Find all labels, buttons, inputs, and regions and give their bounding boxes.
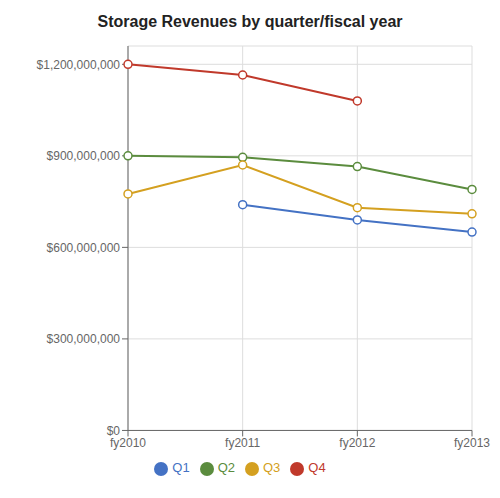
svg-text:fy2011: fy2011 — [225, 436, 260, 450]
svg-text:fy2012: fy2012 — [339, 436, 375, 450]
html-text:Q1: Q1 — [172, 460, 190, 476]
html-text:Q2: Q2 — [217, 460, 235, 476]
svg-text:$1,200,000,000: $1,200,000,000 — [37, 58, 121, 72]
html-text:Q3: Q3 — [263, 460, 281, 476]
svg-text:$600,000,000: $600,000,000 — [47, 241, 121, 255]
html-text:Q4: Q4 — [308, 460, 326, 476]
svg-text:fy2013: fy2013 — [454, 436, 490, 450]
svg-text:$300,000,000: $300,000,000 — [47, 332, 121, 346]
svg-text:$900,000,000: $900,000,000 — [47, 149, 121, 163]
svg-text:fy2010: fy2010 — [110, 436, 146, 450]
html-text:Storage Revenues by quarter/fi: Storage Revenues by quarter/fiscal year — [97, 13, 403, 30]
svg-text:$0: $0 — [107, 424, 121, 438]
